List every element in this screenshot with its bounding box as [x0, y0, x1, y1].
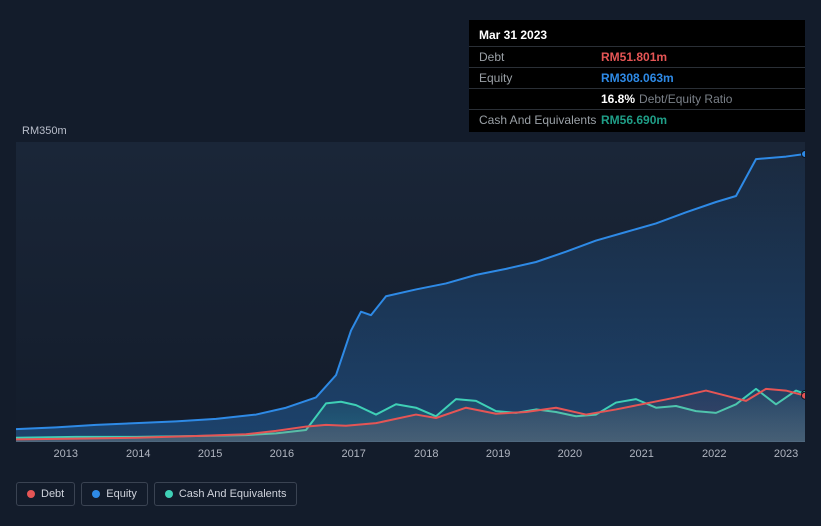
tooltip-ratio-suffix: Debt/Equity Ratio — [639, 92, 732, 106]
chart-legend: Debt Equity Cash And Equivalents — [16, 482, 297, 506]
legend-dot-icon — [165, 490, 173, 498]
tooltip-row-equity: Equity RM308.063m — [469, 67, 805, 88]
y-axis-tick-top: RM350m — [22, 125, 67, 137]
tooltip-label: Debt — [479, 50, 601, 64]
legend-dot-icon — [92, 490, 100, 498]
x-axis-tick: 2016 — [270, 448, 294, 460]
x-axis-tick: 2023 — [774, 448, 798, 460]
legend-item-cash[interactable]: Cash And Equivalents — [154, 482, 298, 506]
legend-item-debt[interactable]: Debt — [16, 482, 75, 506]
chart-tooltip: Mar 31 2023 Debt RM51.801m Equity RM308.… — [469, 20, 805, 132]
x-axis-tick: 2019 — [486, 448, 510, 460]
x-axis: 2013 2014 2015 2016 2017 2018 2019 2020 2021 2022… — [16, 448, 805, 466]
legend-label: Cash And Equivalents — [179, 488, 287, 500]
tooltip-label: Cash And Equivalents — [479, 113, 601, 127]
tooltip-label — [479, 92, 601, 106]
tooltip-row-cash: Cash And Equivalents RM56.690m — [469, 109, 805, 130]
tooltip-label: Equity — [479, 71, 601, 85]
tooltip-date: Mar 31 2023 — [469, 26, 805, 46]
tooltip-row-debt: Debt RM51.801m — [469, 46, 805, 67]
legend-dot-icon — [27, 490, 35, 498]
legend-label: Equity — [106, 488, 137, 500]
chart-plot-area[interactable] — [16, 142, 805, 442]
tooltip-value: RM308.063m — [601, 71, 674, 85]
x-axis-tick: 2022 — [702, 448, 726, 460]
x-axis-tick: 2014 — [126, 448, 150, 460]
x-axis-tick: 2017 — [341, 448, 365, 460]
x-axis-tick: 2015 — [198, 448, 222, 460]
tooltip-row-ratio: 16.8% Debt/Equity Ratio — [469, 88, 805, 109]
tooltip-ratio-value: 16.8% — [601, 92, 635, 106]
chart-svg — [16, 142, 805, 442]
x-axis-tick: 2018 — [414, 448, 438, 460]
legend-item-equity[interactable]: Equity — [81, 482, 148, 506]
legend-label: Debt — [41, 488, 64, 500]
tooltip-value: RM51.801m — [601, 50, 667, 64]
tooltip-value: RM56.690m — [601, 113, 667, 127]
x-axis-tick: 2021 — [629, 448, 653, 460]
x-axis-tick: 2013 — [53, 448, 77, 460]
x-axis-tick: 2020 — [558, 448, 582, 460]
